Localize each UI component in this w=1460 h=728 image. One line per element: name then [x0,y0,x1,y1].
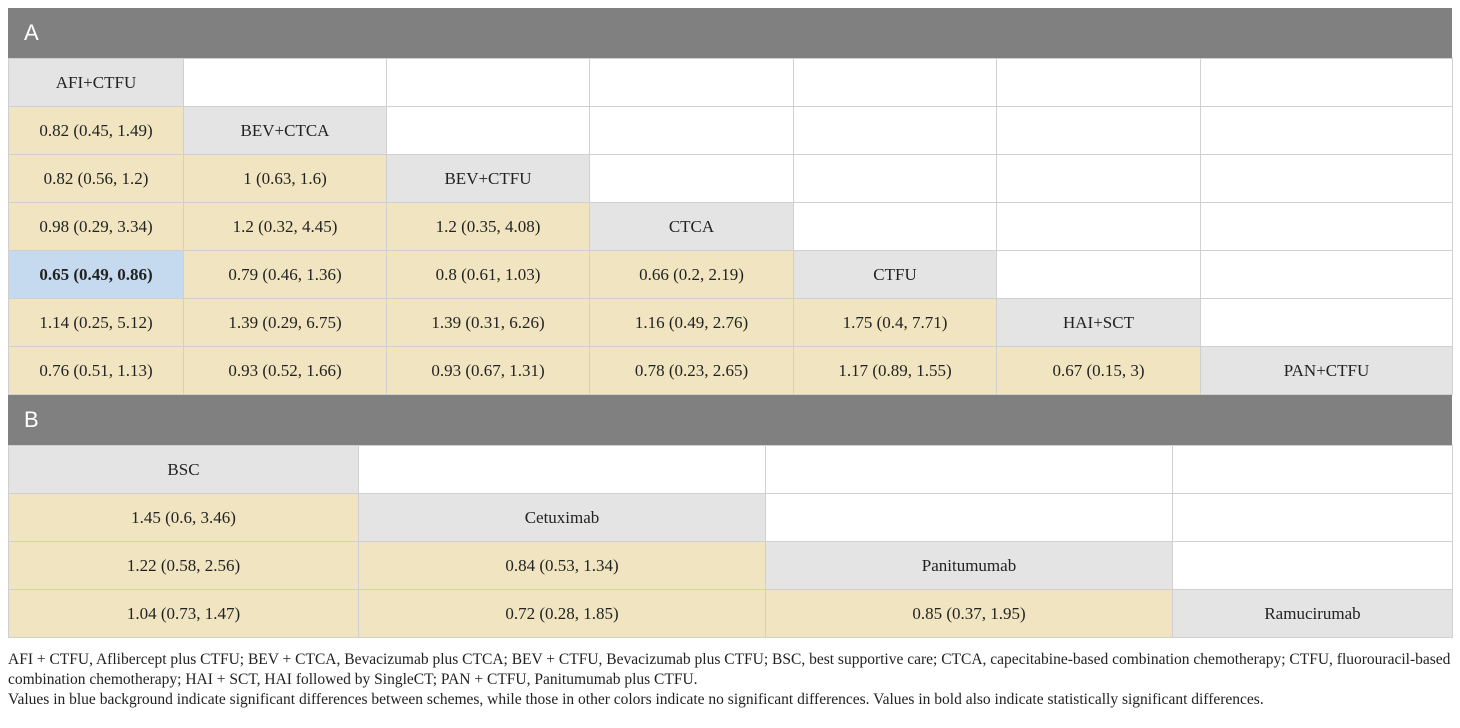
empty-cell [589,106,794,155]
comparison-value-cell: 1.2 (0.32, 4.45) [183,202,387,251]
league-table-b: BSC 1.45 (0.6, 3.46) Cetuximab 1.22 (0.58, … [8,445,1453,638]
comparison-value-cell: 1.75 (0.4, 7.71) [793,298,997,347]
table-row: AFI+CTFU [8,58,1453,107]
comparison-value-cell: 1.2 (0.35, 4.08) [386,202,590,251]
empty-cell [996,250,1201,299]
comparison-value-cell: 0.78 (0.23, 2.65) [589,346,794,395]
empty-cell [1172,445,1453,494]
empty-cell [996,154,1201,203]
comparison-value-cell: 0.79 (0.46, 1.36) [183,250,387,299]
comparison-value-cell: 0.8 (0.61, 1.03) [386,250,590,299]
comparison-value-cell: 1 (0.63, 1.6) [183,154,387,203]
comparison-value-cell: 1.17 (0.89, 1.55) [793,346,997,395]
treatment-label-cell: AFI+CTFU [8,58,184,107]
table-row: 0.98 (0.29, 3.34) 1.2 (0.32, 4.45) 1.2 (0.… [8,202,1453,251]
league-table-a: AFI+CTFU 0.82 (0.45, 1.49) BEV+CTCA 0.82 (0… [8,58,1453,395]
comparison-value-cell: 0.93 (0.52, 1.66) [183,346,387,395]
section-a-header: A [8,8,1452,58]
table-row: 1.04 (0.73, 1.47) 0.72 (0.28, 1.85) 0.85 (… [8,589,1453,638]
treatment-label-cell: Panitumumab [765,541,1173,590]
comparison-value-cell: 0.82 (0.56, 1.2) [8,154,184,203]
table-row: 1.14 (0.25, 5.12) 1.39 (0.29, 6.75) 1.39 (… [8,298,1453,347]
comparison-value-cell: 0.76 (0.51, 1.13) [8,346,184,395]
treatment-label-cell: Ramucirumab [1172,589,1453,638]
comparison-value-cell: 1.14 (0.25, 5.12) [8,298,184,347]
empty-cell [358,445,766,494]
legend-note: Values in blue background indicate signi… [8,691,1264,708]
comparison-value-cell: 1.39 (0.29, 6.75) [183,298,387,347]
treatment-label-cell: BEV+CTFU [386,154,590,203]
empty-cell [1172,493,1453,542]
abbreviations-note: AFI + CTFU, Aflibercept plus CTFU; BEV +… [8,651,1451,688]
table-row: BSC [8,445,1453,494]
treatment-label-cell: BSC [8,445,359,494]
treatment-label-cell: CTFU [793,250,997,299]
empty-cell [765,445,1173,494]
empty-cell [1200,202,1453,251]
comparison-value-cell: 0.72 (0.28, 1.85) [358,589,766,638]
comparison-value-cell: 0.84 (0.53, 1.34) [358,541,766,590]
empty-cell [765,493,1173,542]
empty-cell [386,106,590,155]
comparison-value-cell: 1.04 (0.73, 1.47) [8,589,359,638]
comparison-value-cell: 1.22 (0.58, 2.56) [8,541,359,590]
table-row: 1.22 (0.58, 2.56) 0.84 (0.53, 1.34) Panitu… [8,541,1453,590]
comparison-value-cell: 0.67 (0.15, 3) [996,346,1201,395]
empty-cell [793,58,997,107]
empty-cell [1200,58,1453,107]
empty-cell [589,154,794,203]
comparison-value-cell: 1.16 (0.49, 2.76) [589,298,794,347]
empty-cell [996,58,1201,107]
comparison-value-cell: 0.66 (0.2, 2.19) [589,250,794,299]
empty-cell [1200,106,1453,155]
league-tables: A AFI+CTFU 0.82 (0.45, 1.49) BEV+CTCA 0.82 … [8,8,1453,638]
empty-cell [793,154,997,203]
empty-cell [183,58,387,107]
table-row: 0.76 (0.51, 1.13) 0.93 (0.52, 1.66) 0.93 (… [8,346,1453,395]
comparison-value-cell: 0.93 (0.67, 1.31) [386,346,590,395]
treatment-label-cell: CTCA [589,202,794,251]
empty-cell [386,58,590,107]
treatment-label-cell: Cetuximab [358,493,766,542]
table-row: 1.45 (0.6, 3.46) Cetuximab [8,493,1453,542]
empty-cell [589,58,794,107]
empty-cell [1200,298,1453,347]
treatment-label-cell: PAN+CTFU [1200,346,1453,395]
significant-value-cell: 0.65 (0.49, 0.86) [8,250,184,299]
comparison-value-cell: 0.85 (0.37, 1.95) [765,589,1173,638]
table-row: 0.82 (0.56, 1.2) 1 (0.63, 1.6) BEV+CTFU [8,154,1453,203]
table-row: 0.65 (0.49, 0.86) 0.79 (0.46, 1.36) 0.8 (0… [8,250,1453,299]
table-footnotes: AFI + CTFU, Aflibercept plus CTFU; BEV +… [8,650,1452,710]
comparison-value-cell: 0.82 (0.45, 1.49) [8,106,184,155]
comparison-value-cell: 1.39 (0.31, 6.26) [386,298,590,347]
empty-cell [996,202,1201,251]
empty-cell [1200,250,1453,299]
table-row: 0.82 (0.45, 1.49) BEV+CTCA [8,106,1453,155]
treatment-label-cell: HAI+SCT [996,298,1201,347]
treatment-label-cell: BEV+CTCA [183,106,387,155]
empty-cell [793,202,997,251]
empty-cell [1200,154,1453,203]
empty-cell [793,106,997,155]
empty-cell [1172,541,1453,590]
section-b-header: B [8,395,1452,445]
empty-cell [996,106,1201,155]
comparison-value-cell: 0.98 (0.29, 3.34) [8,202,184,251]
comparison-value-cell: 1.45 (0.6, 3.46) [8,493,359,542]
